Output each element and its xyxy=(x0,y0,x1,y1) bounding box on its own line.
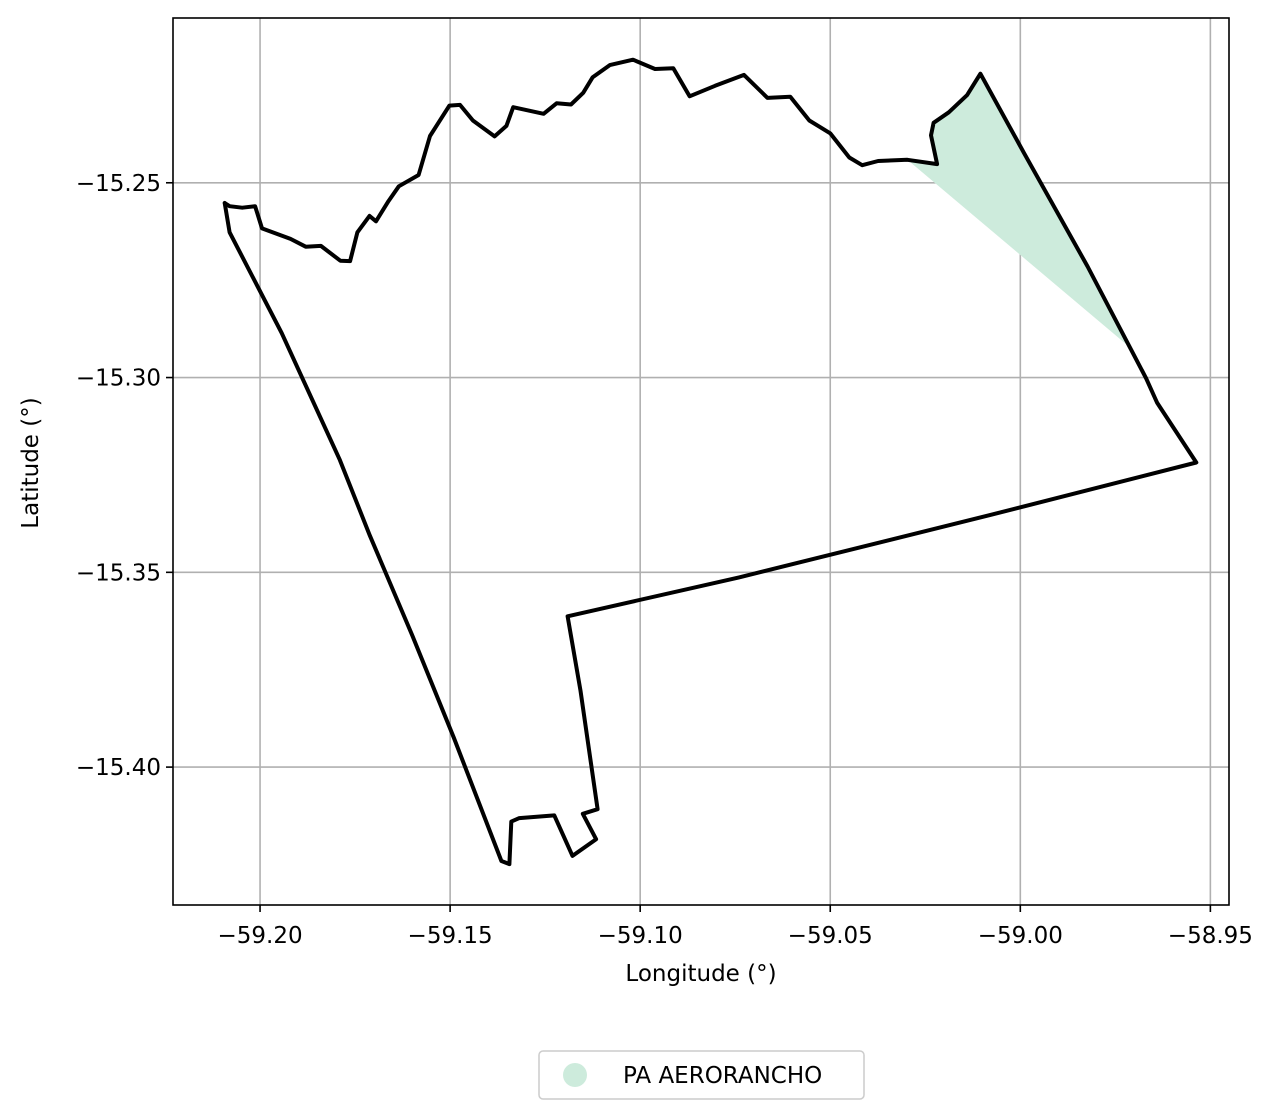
x-tick-label: −59.15 xyxy=(408,923,493,949)
y-tick-label: −15.30 xyxy=(76,366,161,392)
legend: PA AERORANCHO xyxy=(538,1050,865,1100)
legend-box xyxy=(538,1050,865,1100)
y-tick-label: −15.25 xyxy=(76,171,161,197)
plot-frame xyxy=(172,17,1230,906)
legend-marker-pa-aerorancho xyxy=(563,1063,587,1087)
y-axis-title: Latitude (°) xyxy=(18,397,44,528)
map-fill-layer xyxy=(907,73,1130,348)
y-tick-label: −15.40 xyxy=(76,755,161,781)
y-axis-ticks: −15.25 −15.30 −15.35 −15.40 xyxy=(76,171,173,781)
x-tick-label: −59.10 xyxy=(598,923,683,949)
x-tick-label: −59.00 xyxy=(978,923,1063,949)
y-tick-label: −15.35 xyxy=(76,560,161,586)
region-pa-aerorancho xyxy=(907,73,1130,348)
map-outline-layer xyxy=(222,57,1199,867)
x-tick-label: −59.20 xyxy=(217,923,302,949)
x-tick-label: −58.95 xyxy=(1168,923,1253,949)
legend-label-pa-aerorancho: PA AERORANCHO xyxy=(623,1063,822,1089)
x-axis-title: Longitude (°) xyxy=(625,961,776,987)
x-tick-label: −59.05 xyxy=(788,923,873,949)
x-axis-ticks: −59.20 −59.15 −59.10 −59.05 −59.00 −58.95 xyxy=(217,905,1253,949)
grid-lines xyxy=(173,18,1229,905)
boundary-outline xyxy=(222,57,1199,867)
